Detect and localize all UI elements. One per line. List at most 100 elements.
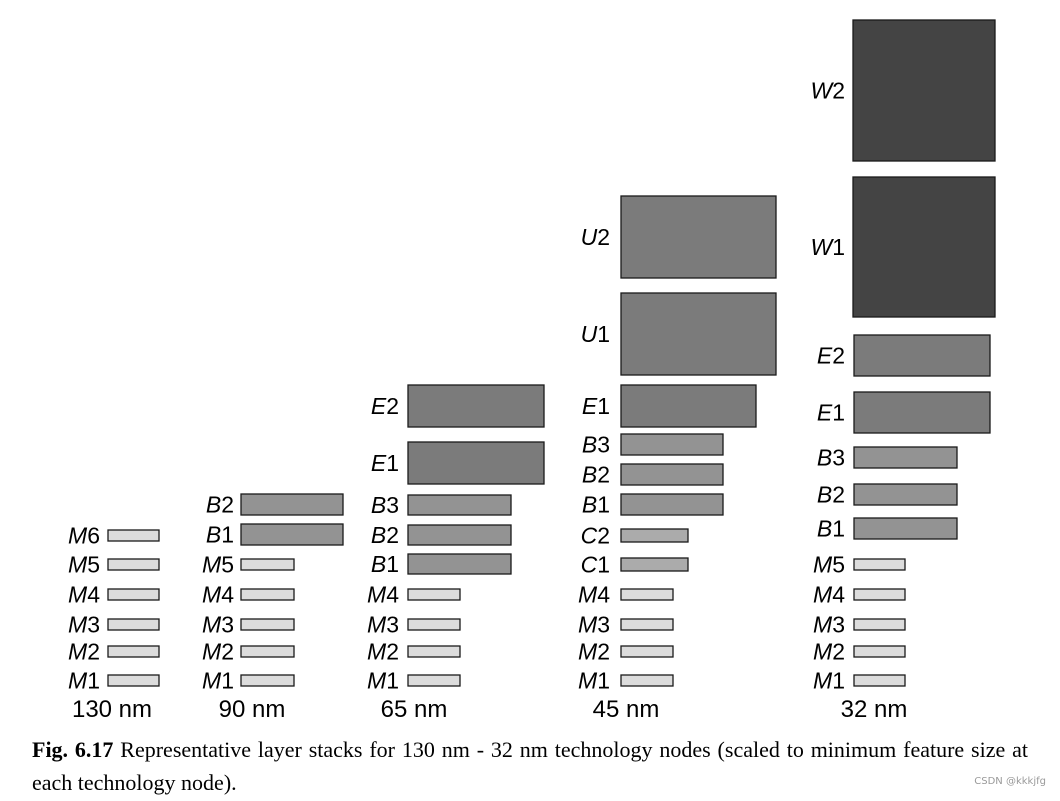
layer-m1-bar — [620, 674, 674, 687]
layer-b3-bar — [853, 446, 958, 469]
layer-m2-bar — [107, 645, 160, 658]
layer-m4-label: M4 — [68, 582, 100, 608]
figure-number: Fig. 6.17 — [32, 737, 114, 762]
layer-m2-label: M2 — [578, 639, 610, 665]
layer-e1-label: E1 — [582, 393, 610, 419]
layer-m4-label: M4 — [367, 582, 399, 608]
layer-e1-label: E1 — [371, 450, 399, 476]
layer-b1-label: B1 — [206, 522, 234, 548]
layer-m3-label: M3 — [813, 612, 845, 638]
layer-m1-label: M1 — [202, 668, 234, 694]
layer-m3-bar — [107, 618, 160, 631]
layer-m3-label: M3 — [578, 612, 610, 638]
layer-m5-label: M5 — [202, 552, 234, 578]
layer-m1-bar — [107, 674, 160, 687]
layer-m2-label: M2 — [367, 639, 399, 665]
layer-m4-bar — [853, 588, 906, 601]
layer-m2-label: M2 — [813, 639, 845, 665]
layer-b3-label: B3 — [582, 432, 610, 458]
layer-b1-bar — [620, 493, 724, 516]
layer-m5-label: M5 — [68, 552, 100, 578]
layer-w2-label: W2 — [810, 78, 845, 104]
layer-u1-label: U1 — [581, 321, 610, 347]
figure-caption: Fig. 6.17 Representative layer stacks fo… — [32, 733, 1028, 799]
layer-b2-bar — [853, 483, 958, 506]
layer-u1-bar — [620, 292, 777, 376]
layer-m5-label: M5 — [813, 552, 845, 578]
layer-m2-bar — [620, 645, 674, 658]
layer-m1-label: M1 — [68, 668, 100, 694]
layer-m6-bar — [107, 529, 160, 542]
layer-e2-bar — [407, 384, 545, 428]
layer-u2-bar — [620, 195, 777, 279]
layer-m3-bar — [853, 618, 906, 631]
layer-m1-label: M1 — [367, 668, 399, 694]
layer-b2-label: B2 — [206, 492, 234, 518]
layer-m5-bar — [853, 558, 906, 571]
layer-e2-label: E2 — [371, 393, 399, 419]
layer-m3-label: M3 — [202, 612, 234, 638]
layer-m1-bar — [853, 674, 906, 687]
layer-b3-label: B3 — [371, 492, 399, 518]
layer-m4-bar — [107, 588, 160, 601]
layer-e2-bar — [853, 334, 991, 377]
layer-m3-bar — [407, 618, 461, 631]
layer-m2-bar — [853, 645, 906, 658]
layer-e1-bar — [853, 391, 991, 434]
layer-m1-bar — [240, 674, 295, 687]
watermark: CSDN @kkkjfg — [974, 776, 1046, 787]
layer-m6-label: M6 — [68, 523, 100, 549]
layer-m4-bar — [620, 588, 674, 601]
layer-m3-bar — [240, 618, 295, 631]
layer-c2-bar — [620, 528, 689, 543]
layer-u2-label: U2 — [581, 224, 610, 250]
layer-m2-label: M2 — [68, 639, 100, 665]
layer-m3-label: M3 — [68, 612, 100, 638]
layer-e1-bar — [620, 384, 757, 428]
layer-m4-label: M4 — [813, 582, 845, 608]
layer-b1-label: B1 — [371, 551, 399, 577]
layer-m1-label: M1 — [813, 668, 845, 694]
layer-b1-label: B1 — [582, 492, 610, 518]
layer-m2-label: M2 — [202, 639, 234, 665]
layer-b1-label: B1 — [817, 516, 845, 542]
layer-m4-label: M4 — [578, 582, 610, 608]
layer-c1-bar — [620, 557, 689, 572]
layer-m4-bar — [240, 588, 295, 601]
node-label: 65 nm — [381, 696, 448, 723]
layer-e1-bar — [407, 441, 545, 485]
layer-m2-bar — [240, 645, 295, 658]
layer-m3-bar — [620, 618, 674, 631]
layer-b2-bar — [620, 463, 724, 486]
node-label: 45 nm — [593, 696, 660, 723]
node-label: 130 nm — [72, 696, 152, 723]
layer-b2-bar — [240, 493, 344, 516]
layer-e1-label: E1 — [817, 400, 845, 426]
layer-b1-bar — [240, 523, 344, 546]
layer-m1-label: M1 — [578, 668, 610, 694]
layer-b1-bar — [407, 553, 512, 575]
layer-m4-bar — [407, 588, 461, 601]
node-label: 32 nm — [841, 696, 908, 723]
layer-e2-label: E2 — [817, 343, 845, 369]
layer-w1-bar — [852, 176, 996, 318]
layer-m4-label: M4 — [202, 582, 234, 608]
layer-m3-label: M3 — [367, 612, 399, 638]
layer-b2-bar — [407, 524, 512, 546]
layer-c2-label: C2 — [581, 523, 610, 549]
layer-b3-bar — [407, 494, 512, 516]
layer-b2-label: B2 — [817, 482, 845, 508]
layer-m1-bar — [407, 674, 461, 687]
layer-b3-label: B3 — [817, 445, 845, 471]
layer-b3-bar — [620, 433, 724, 456]
layer-c1-label: C1 — [581, 552, 610, 578]
layer-b2-label: B2 — [582, 462, 610, 488]
layer-w1-label: W1 — [810, 234, 845, 260]
node-label: 90 nm — [219, 696, 286, 723]
